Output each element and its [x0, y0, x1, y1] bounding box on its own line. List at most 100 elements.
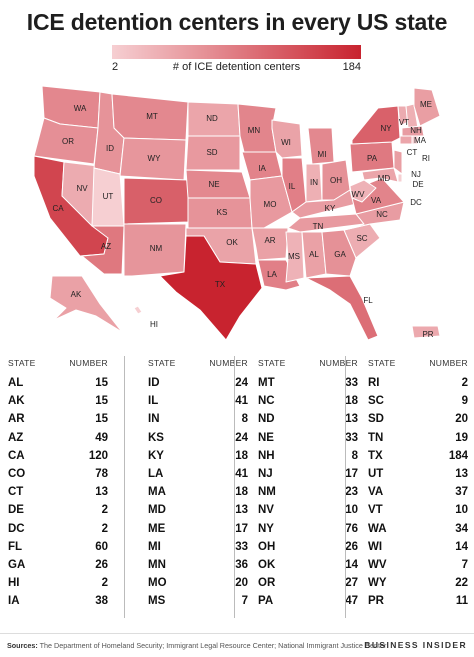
center-count: 14	[345, 558, 358, 571]
table-row: IN 8	[148, 410, 248, 428]
state-shape-tx	[159, 235, 263, 341]
table-row: GA 26	[8, 556, 108, 574]
state-code: MI	[148, 540, 161, 553]
table-row: AK 15	[8, 392, 108, 410]
center-count: 2	[101, 504, 108, 517]
state-label-nh: NH	[410, 126, 422, 135]
number-header: NUMBER	[69, 358, 108, 368]
center-count: 2	[461, 377, 468, 389]
table-row: DC 2	[8, 520, 108, 538]
table-row: VA 37	[368, 483, 468, 501]
column-divider	[124, 356, 125, 618]
state-label-sc: SC	[356, 234, 367, 243]
table-column-1: STATE NUMBER AL 15 AK 15 AR 15 AZ 49 CA 120 CO 78 CT 13…	[8, 352, 108, 610]
center-count: 17	[235, 522, 248, 535]
table-row: IA 38	[8, 592, 108, 610]
state-label-va: VA	[371, 196, 382, 205]
state-label-nc: NC	[376, 210, 388, 219]
table-row: HI 2	[8, 574, 108, 592]
table-row: PA 47	[258, 592, 358, 610]
center-count: 13	[345, 413, 358, 426]
sources-text: The Department of Homeland Security; Imm…	[39, 641, 387, 650]
state-label-ma: MA	[414, 136, 427, 145]
state-label-ak: AK	[71, 290, 82, 299]
state-label-mt: MT	[146, 112, 158, 121]
table-row: WA 34	[368, 520, 468, 538]
center-count: 7	[461, 558, 468, 571]
table-row: FL 60	[8, 538, 108, 556]
table-row: AZ 49	[8, 429, 108, 447]
center-count: 49	[95, 431, 108, 444]
table-row: OH 26	[258, 538, 358, 556]
state-label-dc: DC	[410, 198, 422, 207]
state-code: MO	[148, 577, 167, 590]
state-code: DC	[8, 522, 25, 535]
table-row: NH 8	[258, 447, 358, 465]
table-row: MN 36	[148, 556, 248, 574]
center-count: 78	[95, 467, 108, 480]
center-count: 14	[455, 540, 468, 553]
center-count: 8	[351, 449, 358, 462]
state-code: NH	[258, 449, 275, 462]
legend-caption: # of ICE detention centers	[172, 61, 301, 73]
state-code: AZ	[8, 431, 24, 444]
state-code: FL	[8, 540, 23, 553]
table-row: PR 11	[368, 592, 468, 610]
state-code: DE	[8, 504, 24, 517]
center-count: 18	[235, 449, 248, 462]
table-row: SC 9	[368, 392, 468, 410]
table-row: WV 7	[368, 556, 468, 574]
center-count: 26	[345, 540, 358, 553]
center-count: 15	[95, 395, 108, 408]
state-shape-ar	[251, 227, 289, 261]
table-row: UT 13	[368, 465, 468, 483]
state-code: NV	[258, 504, 274, 517]
table-row: CA 120	[8, 447, 108, 465]
state-shape-hi	[133, 305, 143, 315]
table-row: MD 13	[148, 501, 248, 519]
state-label-sd: SD	[206, 148, 217, 157]
legend-gradient-bar	[112, 45, 361, 59]
table-row: NM 23	[258, 483, 358, 501]
table-row: WY 22	[368, 574, 468, 592]
state-label-al: AL	[309, 250, 319, 259]
state-code: AK	[8, 395, 25, 408]
center-count: 34	[455, 522, 468, 535]
state-label-ca: CA	[52, 204, 64, 213]
center-count: 60	[95, 540, 108, 553]
state-label-ga: GA	[334, 250, 346, 259]
center-count: 9	[461, 395, 468, 408]
table-row: VT 10	[368, 501, 468, 519]
state-label-ut: UT	[103, 192, 114, 201]
state-code: KS	[148, 431, 164, 444]
state-shape-ct	[399, 135, 413, 145]
center-count: 36	[235, 558, 248, 571]
state-code: KY	[148, 449, 164, 462]
state-code: OR	[258, 577, 276, 590]
table-column-2: STATE NUMBER ID 24 IL 41 IN 8 KS 24 KY 18 LA 41 MA 18 MD…	[148, 352, 248, 610]
state-shape-sd	[185, 135, 241, 171]
table-row: NC 18	[258, 392, 358, 410]
state-code: OK	[258, 558, 276, 571]
state-code: IA	[8, 595, 20, 608]
state-label-wv: WV	[352, 190, 366, 199]
state-code: WI	[368, 540, 383, 553]
center-count: 120	[88, 449, 108, 462]
center-count: 47	[345, 595, 358, 608]
state-label-md: MD	[378, 174, 391, 183]
state-label-ct: CT	[407, 148, 418, 157]
center-count: 33	[235, 540, 248, 553]
color-legend: 2 # of ICE detention centers 184	[112, 45, 361, 75]
state-shape-de	[397, 173, 403, 183]
state-label-ar: AR	[264, 236, 275, 245]
state-shape-pr	[411, 325, 441, 339]
table-header: STATE NUMBER	[148, 352, 248, 374]
state-label-vt: VT	[399, 118, 409, 127]
state-code: ND	[258, 413, 275, 426]
table-row: MI 33	[148, 538, 248, 556]
state-label-ok: OK	[226, 238, 238, 247]
table-header: STATE NUMBER	[8, 352, 108, 374]
state-label-ms: MS	[288, 252, 300, 261]
state-code: WA	[368, 522, 387, 535]
center-count: 20	[235, 577, 248, 590]
